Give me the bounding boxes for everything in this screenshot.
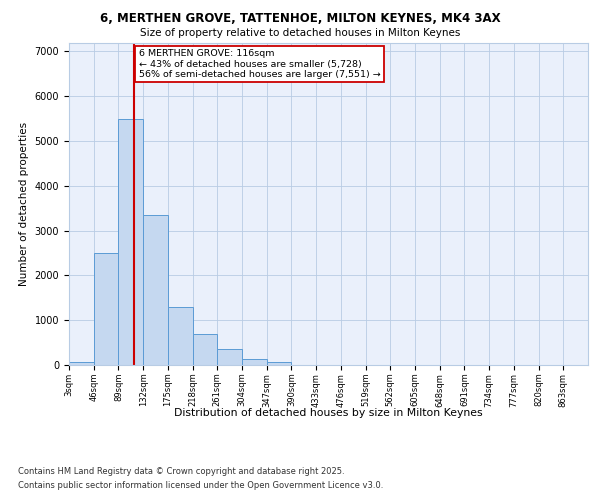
Text: 6, MERTHEN GROVE, TATTENHOE, MILTON KEYNES, MK4 3AX: 6, MERTHEN GROVE, TATTENHOE, MILTON KEYN… [100, 12, 500, 26]
Text: Contains public sector information licensed under the Open Government Licence v3: Contains public sector information licen… [18, 481, 383, 490]
Text: 6 MERTHEN GROVE: 116sqm
← 43% of detached houses are smaller (5,728)
56% of semi: 6 MERTHEN GROVE: 116sqm ← 43% of detache… [139, 49, 380, 79]
Text: Distribution of detached houses by size in Milton Keynes: Distribution of detached houses by size … [175, 408, 483, 418]
Text: Size of property relative to detached houses in Milton Keynes: Size of property relative to detached ho… [140, 28, 460, 38]
Y-axis label: Number of detached properties: Number of detached properties [19, 122, 29, 286]
Bar [118, 118, 143, 365]
Bar [242, 359, 267, 365]
Bar [217, 350, 242, 365]
Bar [69, 362, 94, 365]
Text: Contains HM Land Registry data © Crown copyright and database right 2025.: Contains HM Land Registry data © Crown c… [18, 468, 344, 476]
Bar [168, 307, 193, 365]
Bar [143, 215, 168, 365]
Bar [193, 334, 217, 365]
Bar [267, 362, 292, 365]
Bar [94, 253, 118, 365]
